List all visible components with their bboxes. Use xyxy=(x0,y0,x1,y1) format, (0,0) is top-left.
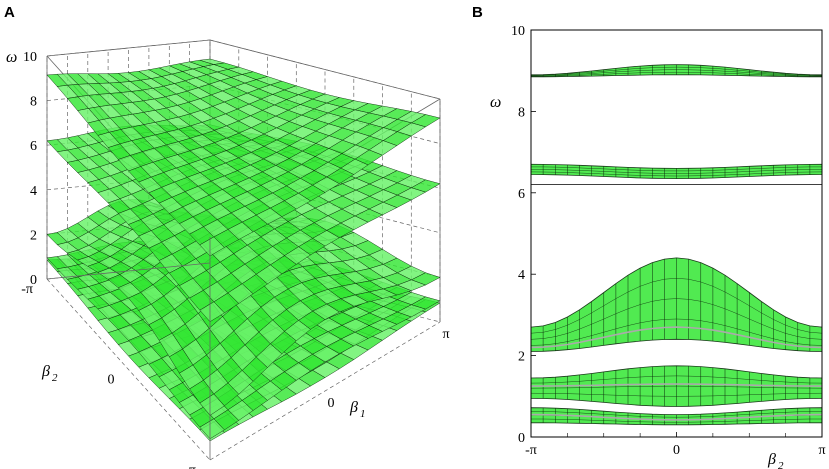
panel-a-z-tick-label: 4 xyxy=(30,184,37,199)
panel-a-z-tick-label: 0 xyxy=(30,273,37,288)
panel-a-box-front xyxy=(46,237,211,460)
panel-a-label: A xyxy=(4,4,15,21)
panel-a-surface-cell xyxy=(410,114,441,128)
panel-b-band xyxy=(530,407,823,426)
panel-b-mesh-line xyxy=(530,66,823,76)
panel-a-box-edge xyxy=(46,262,211,280)
panel-b-mesh-line xyxy=(530,411,823,418)
panel-b-x-tick-label: 0 xyxy=(673,443,680,458)
panel-a-surfaces xyxy=(46,58,441,442)
panel-b-band xyxy=(530,163,823,180)
panel-b-mesh-line xyxy=(530,298,823,340)
panel-a-x-axis-base: β xyxy=(349,399,358,416)
panel-a-x-tick-label: -π xyxy=(210,465,222,469)
panel-b-band xyxy=(530,257,823,352)
panel-a-z-tick-label: 2 xyxy=(30,228,37,243)
panel-b-x-axis-base: β xyxy=(767,451,776,468)
panel-a-z-tick-label: 8 xyxy=(30,95,37,110)
panel-b-label: B xyxy=(472,4,483,21)
panel-a-surface-cell xyxy=(410,296,441,310)
panel-a-x-axis-label: β 1 xyxy=(349,399,366,420)
panel-b-y-tick-label: 8 xyxy=(518,105,525,120)
panel-b-x-tick-label: π xyxy=(818,443,825,458)
panel-a-y-axis-base: β xyxy=(41,363,50,380)
panel-a-box-edge xyxy=(209,39,441,100)
panel-a-surface-cell xyxy=(410,272,441,286)
panel-a-x-axis-sub: 1 xyxy=(360,408,366,420)
panel-b-mesh-line xyxy=(531,418,822,423)
panel-b-mesh-line xyxy=(530,385,823,389)
panel-b-band-curve xyxy=(531,383,822,387)
panel-b-mesh-line xyxy=(531,166,822,172)
panel-b-y-axis-label: ω xyxy=(490,94,501,111)
panel-b-band-curve xyxy=(530,413,823,421)
panel-a-band-surface xyxy=(46,58,441,257)
panel-b-mesh-line xyxy=(530,278,823,334)
panel-b-band-curve xyxy=(530,326,823,349)
panel-b-mesh-line xyxy=(530,69,823,76)
panel-b-y-tick-label: 10 xyxy=(511,24,525,39)
panel-b-x-tick-label: -π xyxy=(525,443,537,458)
panel-a-z-axis-label: ω xyxy=(6,49,17,66)
panel-a-z-tick-label: 10 xyxy=(23,50,37,65)
panel-b-mesh-line xyxy=(530,171,823,177)
panel-a-gridline xyxy=(209,173,441,234)
panel-b-mesh-line xyxy=(530,393,823,397)
panel-b-x-axis-sub: 2 xyxy=(778,460,784,469)
panel-a-y-axis-sub: 2 xyxy=(52,372,58,384)
panel-b-band xyxy=(530,365,823,407)
panel-a-box-edge xyxy=(46,39,211,57)
panel-a-x-tick-label: π xyxy=(442,327,449,342)
panel-a-y-tick-label: π xyxy=(189,463,196,469)
panel-b-mesh-line xyxy=(530,169,823,174)
panel-a-z-tick-label: 6 xyxy=(30,139,37,154)
panel-b-y-tick-label: 4 xyxy=(518,268,525,283)
panel-a-box-edge xyxy=(209,321,441,461)
panel-a-y-axis-label: β 2 xyxy=(41,363,58,384)
panel-b-y-tick-label: 0 xyxy=(518,431,525,446)
panel-a-box-edge xyxy=(46,278,211,461)
panel-a-y-tick-label: 0 xyxy=(108,373,115,388)
panel-a-y-tick-label: -π xyxy=(21,282,33,297)
panel-b-y-tick-label: 6 xyxy=(518,187,525,202)
panel-b-mesh-line xyxy=(530,71,823,77)
panel-b-x-axis-label: β 2 xyxy=(767,451,784,469)
panel-b-mesh-line xyxy=(530,375,823,384)
panel-a-x-tick-label: 0 xyxy=(328,396,335,411)
panel-b-bands xyxy=(530,64,823,426)
panel-b-mesh-line xyxy=(530,318,823,346)
panel-b-band xyxy=(530,64,823,78)
panel-b-y-tick-label: 2 xyxy=(518,350,525,365)
panel-a-surface-cell xyxy=(410,179,441,193)
